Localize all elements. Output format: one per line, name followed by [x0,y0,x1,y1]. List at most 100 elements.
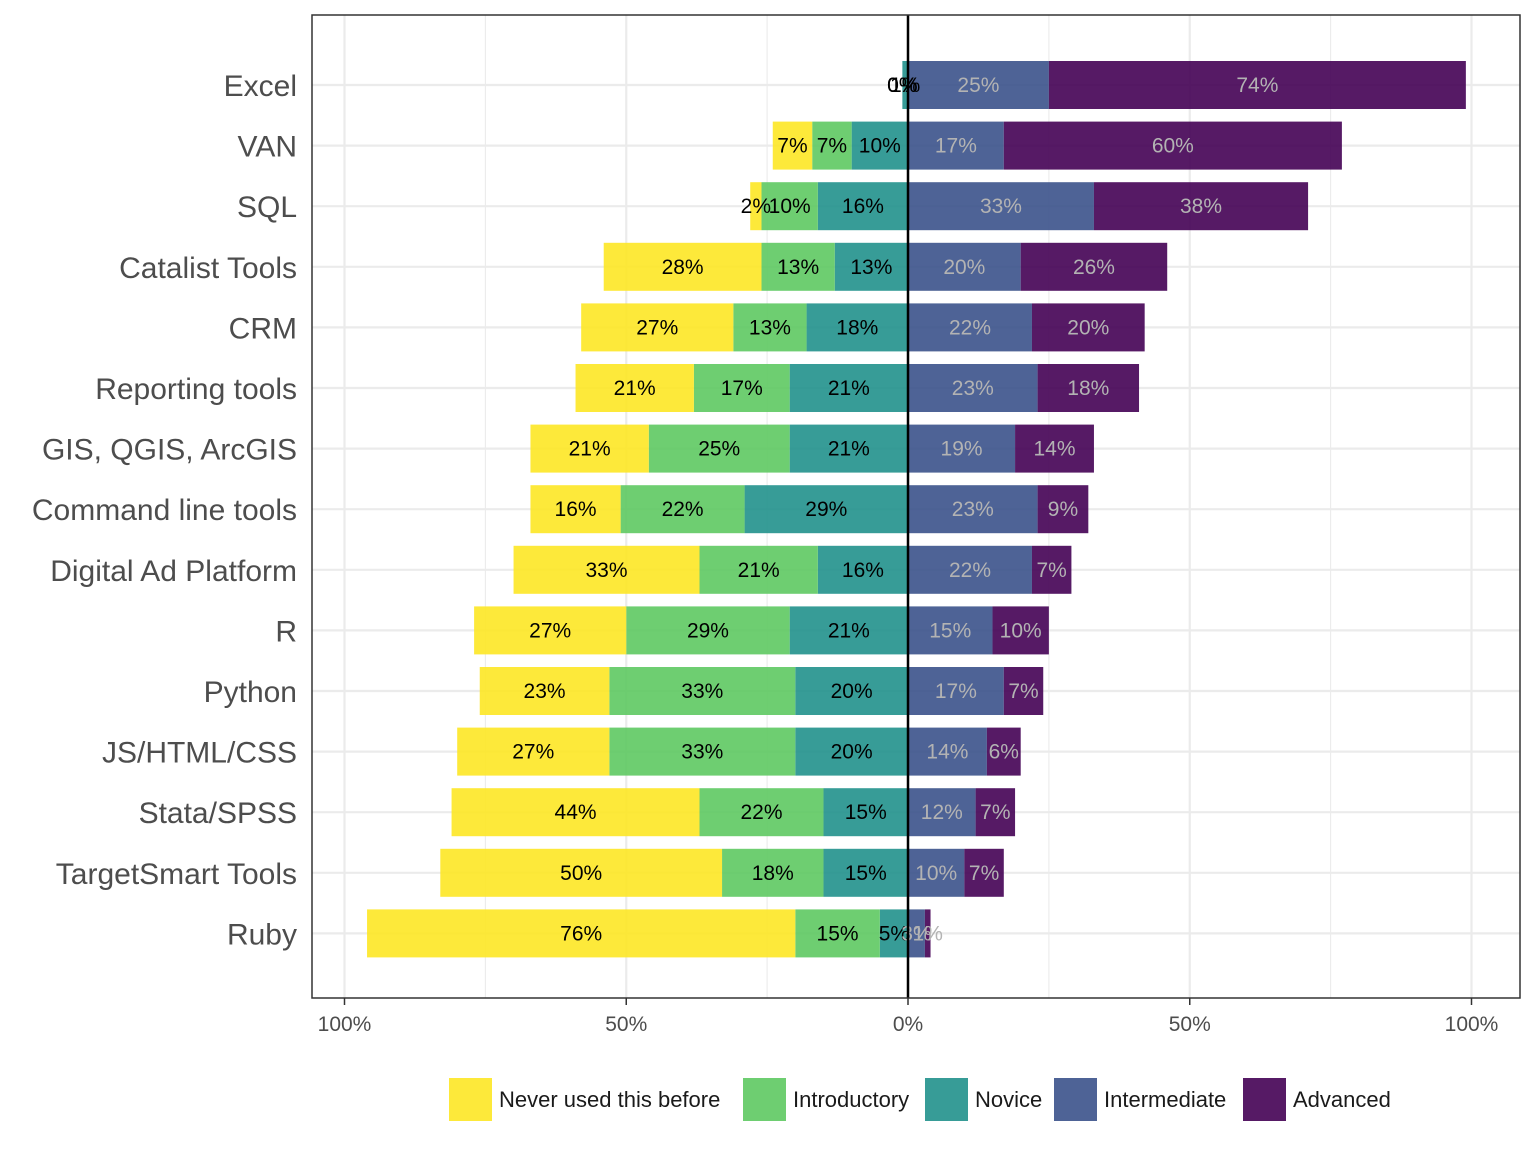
bar-catalist-tools-advanced[interactable] [1020,242,1168,291]
bar-catalist-tools-introductory[interactable] [761,242,835,291]
bar-van-advanced[interactable] [1003,121,1342,170]
bar-python-intermediate[interactable] [908,667,1004,715]
bar-label-ruby-novice: 5% [879,922,909,945]
bar-reporting-tools-never-used-this-before[interactable] [575,364,694,412]
bar-sql-advanced[interactable] [1093,182,1309,231]
bar-label-excel-novice: 1% [890,74,920,97]
category-label: Reporting tools [95,373,297,406]
bar-targetsmart-tools-intermediate[interactable] [908,848,965,897]
bar-excel-intermediate[interactable] [908,61,1049,109]
legend-key-advanced [1243,1078,1286,1121]
bar-digital-ad-platform-intermediate[interactable] [908,545,1032,594]
bar-label-ruby-introductory: 15% [817,922,859,945]
bar-sql-introductory[interactable] [761,182,818,231]
bar-gis-qgis-arcgis-introductory[interactable] [648,424,790,473]
bar-excel-novice[interactable] [902,61,908,109]
bar-catalist-tools-never-used-this-before[interactable] [603,242,762,291]
bar-gis-qgis-arcgis-intermediate[interactable] [908,424,1016,473]
bar-label-gis-qgis-arcgis-novice: 21% [828,438,870,461]
bar-stata-spss-intermediate[interactable] [908,788,976,837]
category-label: SQL [237,191,297,224]
bar-digital-ad-platform-novice[interactable] [817,545,908,594]
bar-label-reporting-tools-introductory: 17% [721,377,763,400]
bar-label-stata-spss-intermediate: 12% [921,801,963,824]
legend-label-never-used-this-before: Never used this before [499,1087,720,1112]
bar-label-ruby-advanced: 1% [913,922,943,945]
bar-van-novice[interactable] [851,121,908,170]
bar-sql-intermediate[interactable] [908,182,1094,231]
bar-gis-qgis-arcgis-advanced[interactable] [1015,424,1094,473]
bar-reporting-tools-intermediate[interactable] [908,364,1038,412]
bar-van-introductory[interactable] [812,121,852,170]
category-label: Ruby [227,918,297,951]
bar-sql-novice[interactable] [817,182,908,231]
x-tick-label: 50% [1169,1013,1211,1036]
bar-command-line-tools-advanced[interactable] [1037,485,1089,534]
bar-ruby-novice[interactable] [879,909,908,958]
bar-crm-introductory[interactable] [733,303,807,352]
category-label: Catalist Tools [119,252,297,285]
bar-reporting-tools-advanced[interactable] [1037,364,1140,412]
bar-targetsmart-tools-novice[interactable] [823,848,908,897]
bar-r-introductory[interactable] [626,606,790,655]
bar-label-digital-ad-platform-intermediate: 22% [949,559,991,582]
bar-label-command-line-tools-novice: 29% [805,498,847,521]
bar-command-line-tools-introductory[interactable] [620,485,745,534]
bar-van-intermediate[interactable] [908,121,1004,170]
bar-js-html-css-introductory[interactable] [609,727,796,776]
bar-command-line-tools-intermediate[interactable] [908,485,1038,534]
bar-python-novice[interactable] [795,667,908,715]
bar-r-intermediate[interactable] [908,606,993,655]
legend-key-introductory [743,1078,786,1121]
bar-stata-spss-novice[interactable] [823,788,908,837]
bar-ruby-advanced[interactable] [924,909,931,958]
bar-targetsmart-tools-advanced[interactable] [964,848,1004,897]
bar-reporting-tools-introductory[interactable] [693,364,790,412]
bar-targetsmart-tools-introductory[interactable] [722,848,824,897]
bar-label-excel-intermediate: 25% [957,74,999,97]
bar-command-line-tools-never-used-this-before[interactable] [530,485,621,534]
bar-js-html-css-novice[interactable] [795,727,908,776]
bar-python-never-used-this-before[interactable] [479,667,610,715]
bar-digital-ad-platform-never-used-this-before[interactable] [513,545,700,594]
bar-ruby-never-used-this-before[interactable] [367,909,796,958]
bar-js-html-css-never-used-this-before[interactable] [457,727,610,776]
bar-ruby-intermediate[interactable] [908,909,925,958]
bar-js-html-css-advanced[interactable] [986,727,1021,776]
bar-crm-novice[interactable] [806,303,908,352]
bar-targetsmart-tools-never-used-this-before[interactable] [440,848,723,897]
bar-label-reporting-tools-advanced: 18% [1067,377,1109,400]
bar-r-novice[interactable] [789,606,908,655]
category-label: Command line tools [32,494,297,527]
bar-crm-never-used-this-before[interactable] [581,303,734,352]
bar-r-advanced[interactable] [992,606,1049,655]
category-label: Digital Ad Platform [50,555,297,588]
bar-crm-intermediate[interactable] [908,303,1032,352]
bar-van-never-used-this-before[interactable] [772,121,813,170]
bar-catalist-tools-intermediate[interactable] [908,242,1021,291]
bar-stata-spss-introductory[interactable] [699,788,824,837]
bar-ruby-introductory[interactable] [795,909,880,958]
bar-crm-advanced[interactable] [1031,303,1145,352]
bar-label-stata-spss-introductory: 22% [740,801,782,824]
bar-command-line-tools-novice[interactable] [744,485,908,534]
bar-catalist-tools-novice[interactable] [834,242,908,291]
bar-gis-qgis-arcgis-never-used-this-before[interactable] [530,424,649,473]
bar-stata-spss-advanced[interactable] [975,788,1016,837]
bar-python-introductory[interactable] [609,667,796,715]
bar-digital-ad-platform-introductory[interactable] [699,545,818,594]
bar-digital-ad-platform-advanced[interactable] [1031,545,1072,594]
bar-reporting-tools-novice[interactable] [789,364,908,412]
bar-sql-never-used-this-before[interactable] [750,182,762,231]
bar-js-html-css-intermediate[interactable] [908,727,987,776]
bar-label-js-html-css-advanced: 6% [989,741,1019,764]
bar-gis-qgis-arcgis-novice[interactable] [789,424,908,473]
category-label: VAN [238,131,297,164]
bar-r-never-used-this-before[interactable] [474,606,627,655]
legend-label-intermediate: Intermediate [1104,1087,1226,1112]
bar-label-sql-introductory: 10% [769,195,811,218]
bar-label-excel-advanced: 74% [1236,74,1278,97]
bar-stata-spss-never-used-this-before[interactable] [451,788,700,837]
bar-python-advanced[interactable] [1003,667,1044,715]
bar-excel-advanced[interactable] [1048,61,1466,109]
